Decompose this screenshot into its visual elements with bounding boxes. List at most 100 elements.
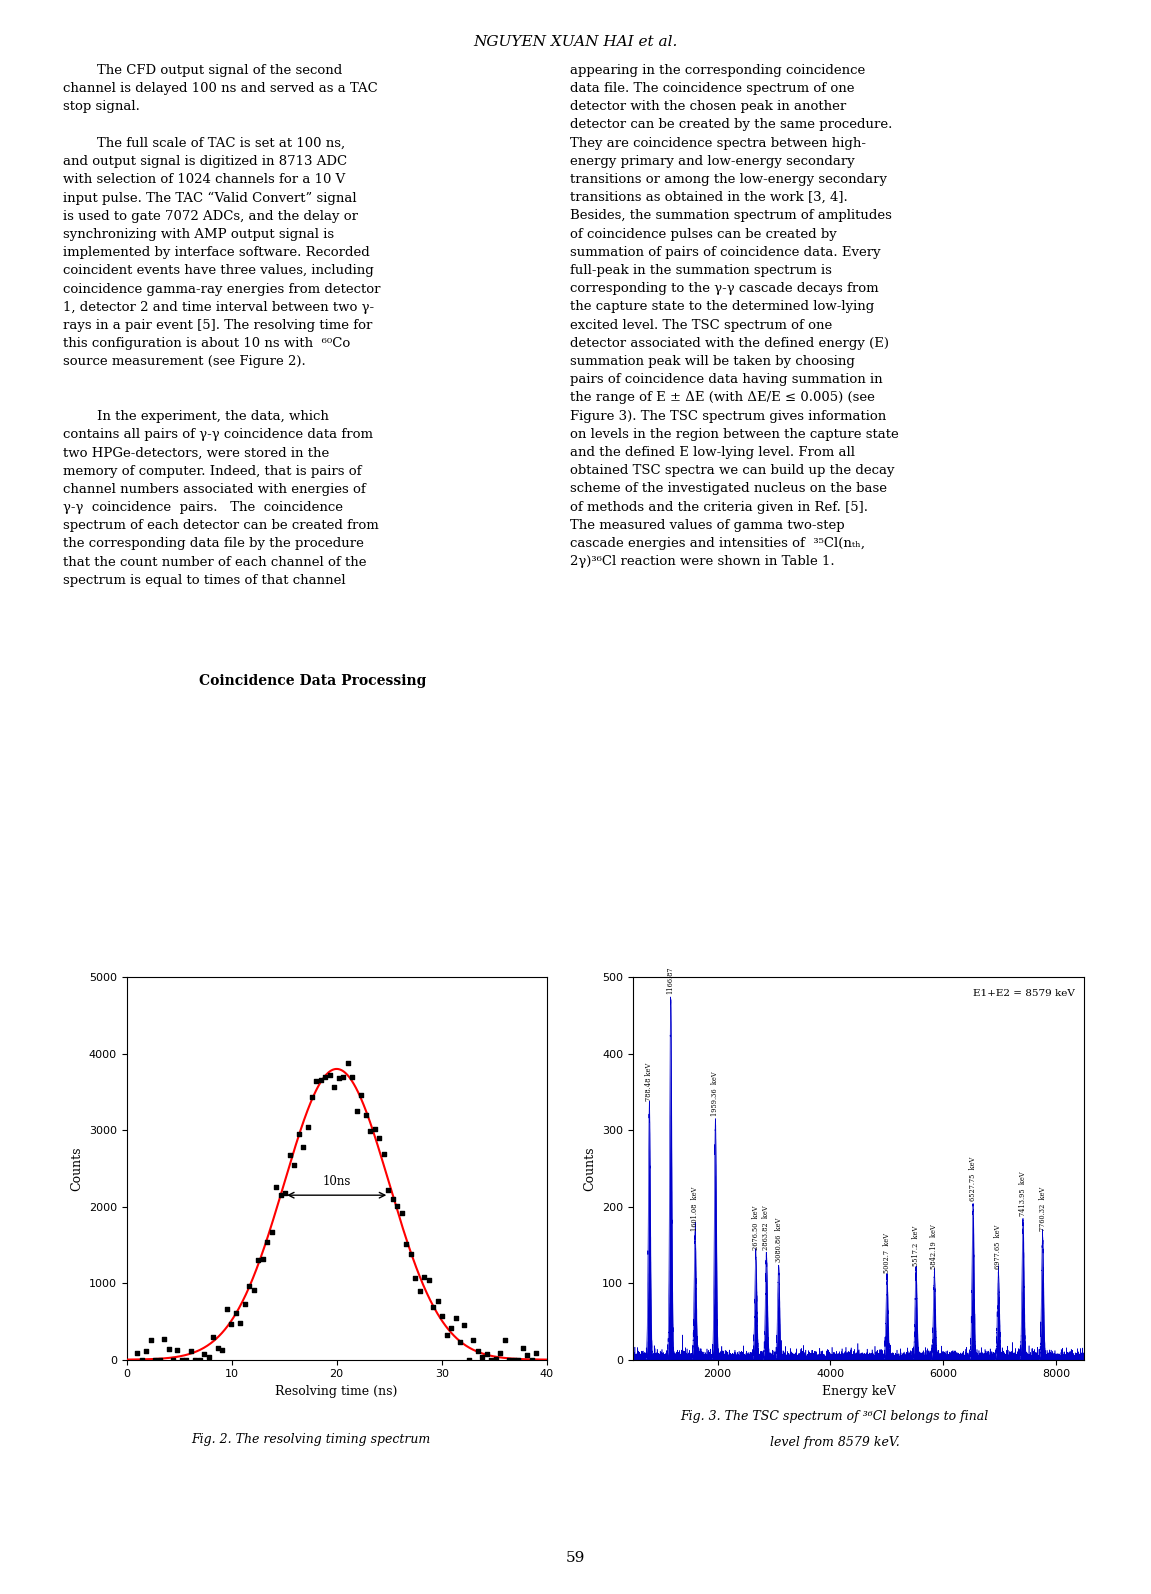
- Text: The CFD output signal of the second
channel is delayed 100 ns and served as a TA: The CFD output signal of the second chan…: [63, 64, 381, 587]
- Point: [374, 1141, 392, 1167]
- Point: [513, 1336, 532, 1361]
- Point: [437, 1323, 456, 1349]
- Text: Fig. 2. The resolving timing spectrum: Fig. 2. The resolving timing spectrum: [191, 1433, 430, 1446]
- Point: [326, 1074, 344, 1100]
- Point: [227, 1301, 245, 1326]
- Point: [527, 1341, 546, 1366]
- Point: [518, 1342, 536, 1368]
- Point: [523, 1347, 541, 1372]
- Text: appearing in the corresponding coincidence
data file. The coincidence spectrum o: appearing in the corresponding coinciden…: [570, 64, 899, 567]
- Point: [231, 1310, 250, 1336]
- Point: [272, 1183, 290, 1208]
- Point: [361, 1119, 380, 1144]
- Point: [163, 1347, 182, 1372]
- Point: [284, 1152, 303, 1178]
- Point: [177, 1347, 196, 1372]
- Point: [142, 1328, 160, 1353]
- Point: [433, 1304, 451, 1329]
- Point: [196, 1342, 214, 1368]
- Point: [132, 1347, 151, 1372]
- Point: [334, 1065, 352, 1090]
- Text: 10ns: 10ns: [322, 1175, 351, 1188]
- Text: 1959.36  keV: 1959.36 keV: [711, 1071, 719, 1116]
- Point: [366, 1116, 384, 1141]
- Point: [151, 1347, 169, 1372]
- Text: 1166.87: 1166.87: [666, 966, 674, 995]
- Point: [249, 1247, 267, 1272]
- Point: [199, 1344, 218, 1369]
- Point: [155, 1326, 174, 1352]
- Point: [191, 1347, 209, 1372]
- Point: [428, 1288, 447, 1313]
- Point: [509, 1347, 527, 1372]
- Point: [294, 1133, 312, 1159]
- Point: [442, 1315, 460, 1341]
- Point: [321, 1062, 340, 1087]
- Point: [473, 1344, 491, 1369]
- Point: [414, 1264, 433, 1290]
- Text: NGUYEN XUAN HAI et al.: NGUYEN XUAN HAI et al.: [473, 35, 678, 49]
- Point: [222, 1310, 241, 1336]
- Point: [456, 1313, 474, 1339]
- Point: [241, 1274, 259, 1299]
- Text: E1+E2 = 8579 keV: E1+E2 = 8579 keV: [974, 988, 1075, 998]
- Text: 5002.7  keV: 5002.7 keV: [883, 1234, 891, 1274]
- Point: [424, 1294, 442, 1320]
- Point: [482, 1347, 501, 1372]
- Point: [262, 1219, 281, 1245]
- Point: [253, 1247, 272, 1272]
- Point: [281, 1143, 299, 1168]
- Point: [496, 1328, 514, 1353]
- Text: 59: 59: [566, 1551, 585, 1565]
- Point: [329, 1065, 348, 1090]
- Point: [307, 1068, 326, 1093]
- Point: [258, 1229, 276, 1254]
- Point: [459, 1347, 478, 1372]
- Point: [317, 1065, 335, 1090]
- Point: [173, 1347, 191, 1372]
- Point: [352, 1082, 371, 1108]
- Point: [343, 1065, 361, 1090]
- Text: 1601.08  keV: 1601.08 keV: [691, 1188, 699, 1231]
- Text: 5517.2  keV: 5517.2 keV: [912, 1226, 920, 1266]
- Point: [348, 1098, 366, 1124]
- Point: [168, 1337, 186, 1363]
- Point: [411, 1278, 429, 1304]
- Point: [186, 1347, 205, 1372]
- Point: [500, 1347, 518, 1372]
- Text: level from 8579 keV.: level from 8579 keV.: [770, 1436, 899, 1449]
- Point: [478, 1341, 496, 1366]
- Text: 7413.95  keV: 7413.95 keV: [1019, 1172, 1027, 1216]
- Point: [204, 1325, 222, 1350]
- Point: [383, 1186, 402, 1211]
- Point: [298, 1114, 317, 1140]
- Point: [379, 1178, 397, 1203]
- Point: [487, 1347, 505, 1372]
- Point: [406, 1266, 425, 1291]
- Point: [388, 1194, 406, 1219]
- Text: Fig. 3. The TSC spectrum of ³⁶Cl belongs to final: Fig. 3. The TSC spectrum of ³⁶Cl belongs…: [680, 1411, 989, 1423]
- Y-axis label: Counts: Counts: [70, 1146, 83, 1191]
- Point: [357, 1103, 375, 1129]
- Point: [402, 1242, 420, 1267]
- Point: [182, 1337, 200, 1363]
- Point: [447, 1305, 465, 1331]
- Point: [371, 1125, 389, 1151]
- Point: [451, 1329, 470, 1355]
- Point: [128, 1341, 146, 1366]
- Point: [137, 1339, 155, 1364]
- Text: 6527.75  keV: 6527.75 keV: [969, 1156, 977, 1200]
- Point: [392, 1200, 411, 1226]
- Y-axis label: Counts: Counts: [584, 1146, 596, 1191]
- Point: [267, 1175, 285, 1200]
- Point: [303, 1084, 321, 1109]
- Point: [244, 1277, 262, 1302]
- Point: [419, 1267, 437, 1293]
- Text: 5842.19  keV: 5842.19 keV: [930, 1224, 938, 1269]
- Point: [236, 1291, 254, 1317]
- Text: 6977.65  keV: 6977.65 keV: [994, 1226, 1003, 1269]
- Point: [468, 1337, 487, 1363]
- Text: 788.48 keV: 788.48 keV: [646, 1063, 654, 1101]
- Point: [208, 1336, 227, 1361]
- Point: [312, 1066, 330, 1092]
